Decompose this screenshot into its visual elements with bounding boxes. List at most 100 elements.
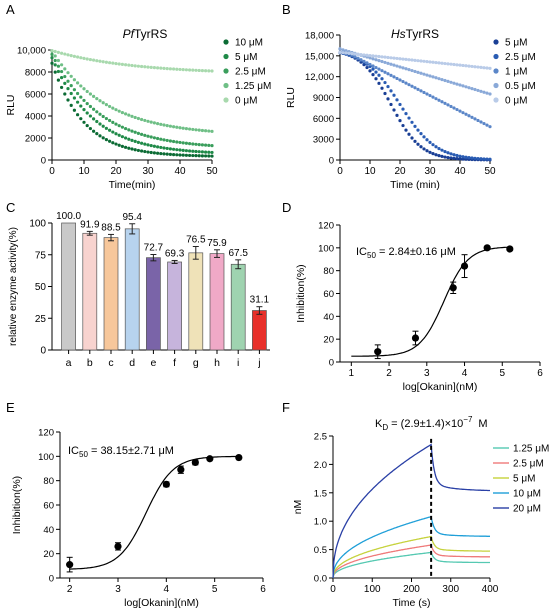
panel-b-data-point — [359, 52, 363, 57]
panel-f-series-line — [332, 544, 490, 579]
panel-a-data-point — [69, 74, 73, 78]
panel-a-data-point — [66, 53, 70, 57]
panel-b-data-point — [392, 93, 396, 97]
panel-b-data-point — [464, 64, 468, 68]
panel-a-legend-swatch — [223, 68, 229, 74]
panel-a-data-point — [204, 143, 208, 147]
panel-a-data-point — [200, 154, 204, 158]
panel-b-y-tick-label: 15,000 — [305, 51, 334, 62]
panel-b-data-point — [488, 92, 492, 96]
panel-e-data-point — [114, 542, 122, 550]
panel-b-data-point — [368, 56, 372, 60]
panel-f-y-tick-label: 0.5 — [314, 545, 327, 556]
panel-d-x-tick-label: 4 — [462, 368, 468, 379]
panel-b-data-point — [470, 64, 474, 69]
panel-e-data-point — [177, 466, 185, 474]
panel-a-data-point — [194, 142, 198, 146]
panel-a-data-point — [108, 118, 112, 123]
panel-b-data-point — [443, 101, 447, 105]
panel-b-data-point — [410, 68, 414, 73]
panel-b-data-point — [479, 65, 483, 69]
panel-a-data-point — [210, 144, 214, 148]
panel-a-data-point — [136, 64, 140, 68]
panel-e-y-tick-label: 80 — [43, 476, 54, 487]
panel-a-data-point — [133, 64, 137, 68]
panel-a-data-point — [101, 60, 105, 64]
panel-a-data-point — [165, 138, 169, 143]
panel-b-x-label: Time (min) — [390, 179, 440, 191]
panel-a-data-point — [88, 92, 92, 96]
panel-d-y-tick-label: 120 — [318, 221, 334, 232]
panel-a-data-point — [95, 110, 99, 114]
panel-b-data-point — [380, 59, 384, 64]
panel-b-data-point — [389, 56, 393, 60]
panel-b-data-point — [431, 152, 435, 156]
panel-label-f: F — [282, 400, 290, 415]
panel-b-data-point — [443, 61, 447, 66]
panel-f-series-line — [332, 551, 490, 579]
panel-a-data-point — [140, 141, 144, 145]
panel-b-data-point — [365, 53, 369, 57]
panel-b-data-point — [437, 61, 441, 65]
panel-b-data-point — [371, 73, 375, 77]
panel-b-data-point — [428, 60, 432, 64]
panel-a-data-point — [149, 150, 153, 155]
panel-a-y-tick-label: 0 — [41, 156, 46, 167]
panel-b-data-point — [449, 104, 453, 109]
panel-a-data-point — [130, 63, 134, 68]
panel-a-data-point — [146, 143, 150, 147]
panel-b-data-point — [365, 61, 369, 65]
panel-a-x-tick-label: 40 — [174, 166, 186, 177]
panel-b-data-point — [377, 59, 381, 63]
panel-a-legend-label: 5 μM — [235, 52, 257, 63]
panel-b-data-point — [389, 89, 393, 93]
panel-a-data-point — [60, 51, 64, 55]
panel-a-data-point — [85, 57, 89, 61]
panel-b-data-point — [434, 153, 438, 157]
panel-a-data-point — [127, 63, 131, 67]
panel-a-data-point — [82, 108, 86, 112]
panel-b-data-point — [464, 85, 468, 89]
panel-c-chart: 0 25 50 75 100 100.0 a 91.9 b 88.5 c 95.4 d 72.7 e 69.3… — [8, 211, 270, 369]
panel-a-data-point — [79, 84, 83, 88]
panel-b-data-point — [374, 70, 378, 74]
panel-label-d: D — [282, 200, 291, 215]
panel-a-data-point — [114, 132, 118, 136]
panel-a-data-point — [143, 142, 147, 146]
panel-a-x-tick-label: 0 — [49, 166, 55, 177]
panel-b-data-point — [443, 78, 447, 83]
panel-b-data-point — [428, 150, 432, 154]
panel-b-data-point — [428, 93, 432, 98]
panel-d-data-point — [374, 348, 382, 356]
panel-a-data-point — [200, 143, 204, 147]
panel-a-data-point — [152, 66, 156, 70]
panel-b-data-point — [449, 156, 453, 160]
panel-c-value-label: 75.9 — [207, 238, 227, 249]
panel-a-data-point — [152, 136, 156, 140]
panel-b-data-point — [389, 62, 393, 66]
panel-b-legend-label: 5 μM — [505, 38, 527, 49]
panel-d-data-point — [460, 262, 469, 270]
panel-a-data-point — [200, 68, 204, 73]
panel-a-data-point — [114, 142, 118, 146]
panel-a-data-point — [124, 136, 128, 140]
panel-b-data-point — [461, 84, 465, 88]
panel-c-value-label: 88.5 — [101, 222, 121, 233]
panel-c-bar — [167, 261, 182, 351]
panel-a-data-point — [175, 148, 179, 152]
panel-d-x-tick-label: 1 — [349, 368, 355, 379]
panel-b-x-tick-label: 50 — [484, 166, 496, 177]
panel-b-data-point — [416, 59, 420, 63]
panel-b-data-point — [482, 121, 486, 126]
panel-b-data-point — [431, 95, 435, 99]
panel-d-y-tick-label: 60 — [323, 289, 334, 300]
panel-a-data-point — [79, 56, 83, 60]
panel-b-data-point — [353, 52, 357, 56]
panel-a-data-point — [120, 125, 124, 129]
panel-a-data-point — [79, 104, 83, 108]
panel-b-data-point — [383, 80, 387, 85]
panel-b-title: HsTyrRS — [391, 27, 439, 41]
panel-a-data-point — [140, 64, 144, 69]
panel-a-legend-swatch — [223, 97, 229, 103]
panel-a-data-point — [63, 92, 67, 96]
